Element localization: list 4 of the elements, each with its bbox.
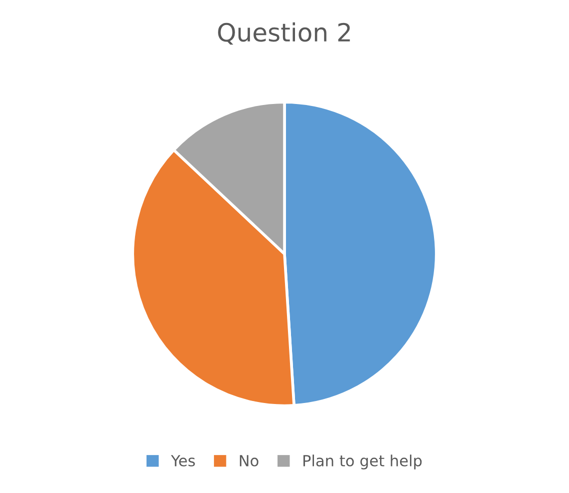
chart-title: Question 2 [218,22,350,45]
legend-label: Plan to get help [303,454,422,470]
legend-label: No [240,455,258,466]
legend-label: Yes [170,455,195,466]
